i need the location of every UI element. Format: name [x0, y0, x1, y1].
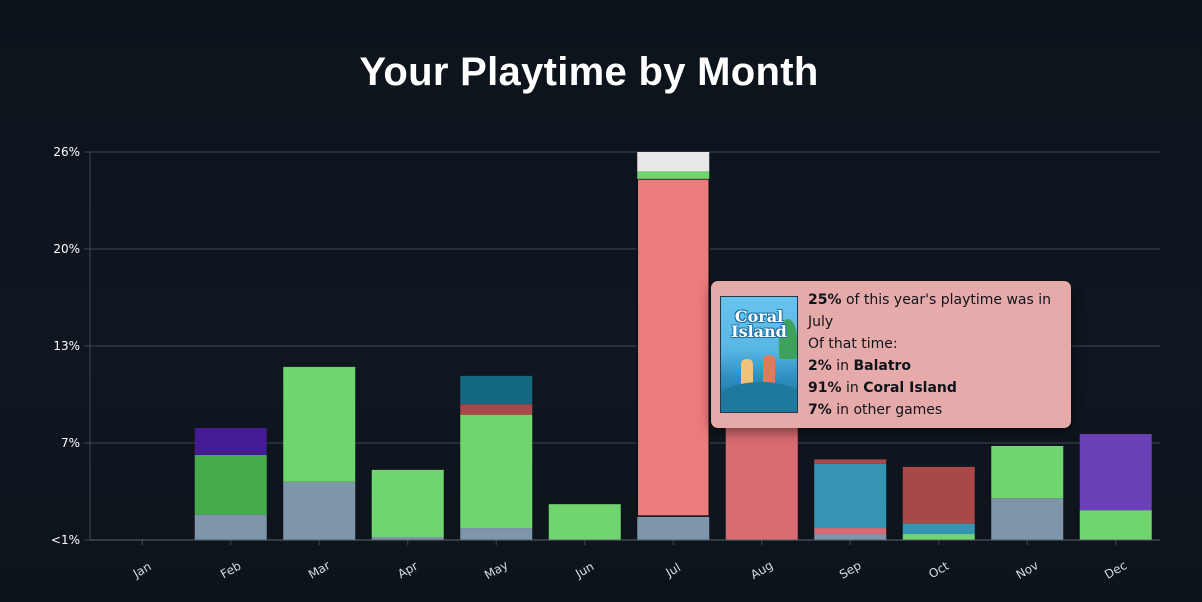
game-percent: 7% [808, 402, 832, 418]
bar-segment[interactable] [902, 523, 975, 535]
tooltip-month-percent: 25% [808, 292, 842, 308]
bar-segment[interactable] [194, 428, 267, 455]
bar-segment[interactable] [814, 459, 887, 464]
tooltip-game-row: 91% in Coral Island [808, 377, 1066, 399]
bar-stack-aug[interactable] [725, 417, 798, 540]
tooltip-game-row: 7% in other games [808, 399, 1066, 421]
bar-segment[interactable] [460, 414, 533, 529]
bar-segment[interactable] [548, 504, 621, 540]
cover-logo: Coral Island [731, 307, 787, 341]
x-tick-label: Jun [572, 559, 596, 581]
coral-island-cover-art-icon: Coral Island [720, 296, 798, 413]
tooltip-game-row: 2% in Balatro [808, 355, 1066, 377]
bar-segment[interactable] [637, 516, 710, 540]
bar-segment[interactable] [460, 375, 533, 405]
y-tick-label: 7% [61, 436, 80, 450]
x-tick-label: Apr [395, 559, 420, 582]
tooltip-breakdown-heading: Of that time: [808, 336, 898, 352]
x-tick-label: May [482, 558, 510, 583]
x-tick-label: Jul [663, 560, 683, 580]
game-percent: 91% [808, 380, 842, 396]
x-tick-label: Mar [306, 558, 333, 581]
bar-segment[interactable] [814, 534, 887, 540]
bar-segment[interactable] [725, 417, 798, 540]
x-axis: Jan Feb Mar Apr May Jun Jul Aug Sep Oct Nov Dec [90, 539, 1160, 583]
y-tick-label: <1% [51, 533, 80, 547]
game-joiner: in other games [831, 402, 943, 418]
game-percent: 2% [808, 358, 832, 374]
x-tick-label: Aug [748, 558, 775, 582]
bar-segment[interactable] [460, 404, 533, 415]
month-tooltip: Coral Island 25% of this year's playtime… [711, 281, 1071, 428]
bar-segment[interactable] [371, 469, 444, 538]
x-tick-label: Dec [1102, 558, 1129, 582]
bar-stack-apr[interactable] [371, 469, 444, 540]
bar-segment[interactable] [637, 171, 710, 179]
game-joiner: in [831, 358, 854, 374]
bar-segment[interactable] [194, 514, 267, 540]
bar-segment[interactable] [1079, 510, 1152, 540]
bar-stack-oct[interactable] [902, 466, 975, 540]
bar-segment[interactable] [991, 445, 1064, 499]
tooltip-line-summary: 25% of this year's playtime was in [808, 289, 1066, 311]
bar-segment[interactable] [283, 481, 356, 540]
bar-segment[interactable] [636, 178, 710, 517]
x-tick-label: Nov [1014, 558, 1041, 582]
bar-segment[interactable] [814, 463, 887, 529]
game-name: Balatro [853, 358, 912, 374]
bar-segment[interactable] [637, 152, 710, 172]
bar-stack-jul[interactable] [636, 152, 710, 540]
bar-stack-nov[interactable] [991, 445, 1064, 540]
bar-stack-feb[interactable] [194, 428, 267, 540]
x-tick-label: Oct [926, 559, 951, 582]
game-joiner: in [841, 380, 864, 396]
y-tick-label: 13% [53, 339, 80, 353]
chart-title: Your Playtime by Month [359, 50, 819, 94]
bar-stack-sep[interactable] [814, 459, 887, 540]
y-tick-label: 20% [53, 242, 80, 256]
game-name: Coral Island [863, 380, 957, 396]
x-tick-label: Jan [130, 559, 154, 581]
tooltip-month-name: July [808, 314, 834, 330]
tooltip-summary-text: of this year's playtime was in [841, 292, 1051, 308]
bar-stack-jun[interactable] [548, 504, 621, 540]
bar-segment[interactable] [814, 528, 887, 535]
bar-segment[interactable] [902, 466, 975, 524]
bar-segment[interactable] [371, 537, 444, 540]
bar-segment[interactable] [283, 366, 356, 482]
bar-segment[interactable] [194, 454, 267, 515]
bar-stack-mar[interactable] [283, 366, 356, 540]
x-tick-label: Feb [218, 559, 243, 582]
y-axis: <1% 7% 13% 20% 26% [51, 145, 91, 547]
bar-segment[interactable] [460, 528, 533, 540]
bar-segment[interactable] [1079, 434, 1152, 511]
tooltip-text: 25% of this year's playtime was in July … [808, 289, 1066, 421]
x-tick-label: Sep [837, 558, 864, 581]
bar-segment[interactable] [902, 534, 975, 540]
bar-stack-may[interactable] [460, 375, 533, 540]
bar-segment[interactable] [991, 498, 1064, 540]
bars [194, 152, 1152, 540]
bar-stack-dec[interactable] [1079, 434, 1152, 540]
y-tick-label: 26% [53, 145, 80, 159]
